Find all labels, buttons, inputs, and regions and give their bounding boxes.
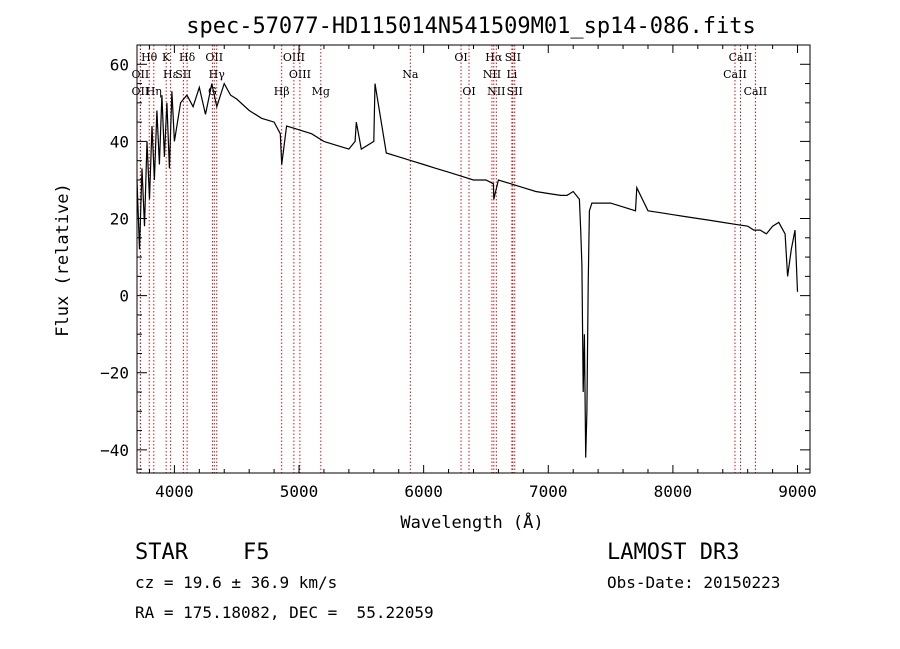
spectral-line-label: SII (507, 85, 523, 98)
y-tick-label: 0 (119, 287, 129, 306)
spectral-line-label: NII (487, 85, 505, 98)
y-tick-label: −40 (100, 441, 129, 460)
y-tick-label: 20 (110, 210, 129, 229)
spectral-line-label: OI (462, 85, 475, 98)
spectral-line-label: Li (506, 68, 517, 81)
spectral-line-label: Mg (312, 85, 330, 98)
spectrum-series-line (136, 82, 799, 458)
x-tick-label: 8000 (654, 482, 693, 501)
x-axis-label: Wavelength (Å) (400, 511, 543, 533)
x-tick-label: 7000 (529, 482, 568, 501)
object-subclass: F5 (243, 540, 270, 565)
y-tick-label: 60 (110, 55, 129, 74)
spectral-line-label: OIII (283, 51, 305, 64)
spectral-line-label: K (162, 51, 171, 64)
spectral-line-label: Hβ (274, 85, 290, 98)
x-tick-label: 5000 (280, 482, 319, 501)
spectral-line-label: Hε (163, 68, 179, 81)
spectral-line-label: OII (132, 85, 150, 98)
spectral-line-label: Hδ (179, 51, 196, 64)
spectral-line-label: Hα (485, 51, 503, 64)
spectral-line-label: SII (175, 68, 191, 81)
chart-title: spec-57077-HD115014N541509M01_sp14-086.f… (186, 14, 756, 39)
spectral-line-label: Hγ (209, 68, 226, 81)
redshift-text: cz = 19.6 ± 36.9 km/s (135, 573, 338, 592)
y-axis-label: Flux (relative) (53, 183, 73, 337)
x-tick-label: 9000 (778, 482, 817, 501)
survey-label: LAMOST DR3 (607, 540, 740, 565)
spectral-line-label: OIII (289, 68, 311, 81)
x-tick-label: 4000 (155, 482, 194, 501)
spectral-line-label: G (208, 85, 217, 98)
spectral-line-label: NII (483, 68, 501, 81)
coordinates-text: RA = 175.18082, DEC = 55.22059 (135, 603, 434, 622)
spectral-line-label: OI (454, 51, 467, 64)
spectral-line-label: Hθ (141, 51, 158, 64)
object-class: STAR (135, 540, 188, 565)
spectral-line-label: CaII (723, 68, 747, 81)
x-tick-label: 6000 (404, 482, 443, 501)
plot-frame (136, 44, 811, 474)
y-tick-label: −20 (100, 364, 129, 383)
spectral-line-label: SII (505, 51, 521, 64)
spectral-line-label: OII (205, 51, 223, 64)
spectral-line-label: CaII (744, 85, 768, 98)
spectral-line-label: Hη (146, 85, 162, 98)
obs-date-text: Obs-Date: 20150223 (607, 573, 781, 592)
axis-ticks: 4000 5000 6000 7000 8000 9000 −40 −20 0 20 40 60 (100, 44, 817, 501)
spectral-line-label: Na (402, 68, 419, 81)
y-tick-label: 40 (110, 132, 129, 151)
spectral-line-label: CaII (729, 51, 753, 64)
